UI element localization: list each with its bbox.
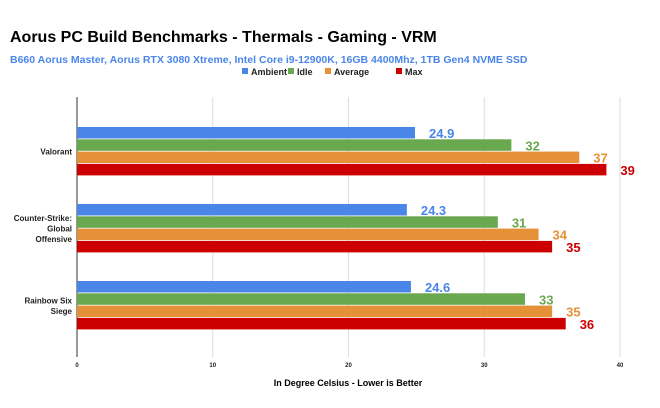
legend-swatch-ambient [242, 68, 248, 74]
data-label-idle: 31 [512, 215, 526, 230]
legend-label-max: Max [405, 67, 423, 77]
bar-average [77, 228, 539, 241]
category-label: Counter-Strike: [14, 214, 72, 223]
category-label: Rainbow Six [24, 296, 72, 305]
bar-ambient [77, 281, 411, 293]
category-label: Global [47, 225, 72, 234]
bar-ambient [77, 127, 416, 139]
bar-max [77, 240, 553, 253]
bar-ambient [77, 204, 407, 216]
legend-label-idle: Idle [297, 67, 313, 77]
chart-subtitle: B660 Aorus Master, Aorus RTX 3080 Xtreme… [10, 54, 528, 66]
bar-idle [77, 216, 498, 228]
x-tick-label: 30 [481, 363, 488, 369]
x-tick-label: 20 [345, 363, 352, 369]
bar-max [77, 317, 566, 330]
data-label-average: 34 [553, 228, 568, 243]
data-label-max: 36 [580, 317, 594, 332]
bar-average [77, 151, 580, 164]
bar-idle [77, 293, 525, 305]
data-label-idle: 33 [539, 292, 553, 307]
data-label-ambient: 24.6 [425, 280, 450, 295]
legend-label-average: Average [334, 67, 369, 77]
legend-swatch-max [396, 68, 402, 74]
category-label: Offensive [36, 235, 73, 244]
category-label: Valorant [40, 148, 72, 157]
bar-average [77, 305, 553, 318]
data-label-average: 35 [566, 305, 580, 320]
bar-idle [77, 139, 512, 151]
data-label-average: 37 [593, 151, 607, 166]
x-tick-label: 10 [209, 363, 216, 369]
x-axis-title: In Degree Celsius - Lower is Better [274, 378, 423, 388]
legend-swatch-average [325, 68, 331, 74]
chart-title: Aorus PC Build Benchmarks - Thermals - G… [10, 29, 437, 46]
x-tick-label: 40 [617, 363, 624, 369]
x-tick-label: 0 [75, 363, 79, 369]
category-label: Siege [51, 307, 73, 316]
bar-max [77, 163, 607, 176]
data-label-ambient: 24.3 [421, 203, 446, 218]
legend-swatch-idle [288, 68, 294, 74]
legend: Ambient Idle Average Max [242, 67, 423, 77]
data-label-max: 35 [566, 240, 580, 255]
data-label-ambient: 24.9 [429, 126, 454, 141]
data-label-max: 39 [620, 163, 634, 178]
legend-label-ambient: Ambient [251, 67, 287, 77]
data-label-idle: 32 [525, 138, 539, 153]
